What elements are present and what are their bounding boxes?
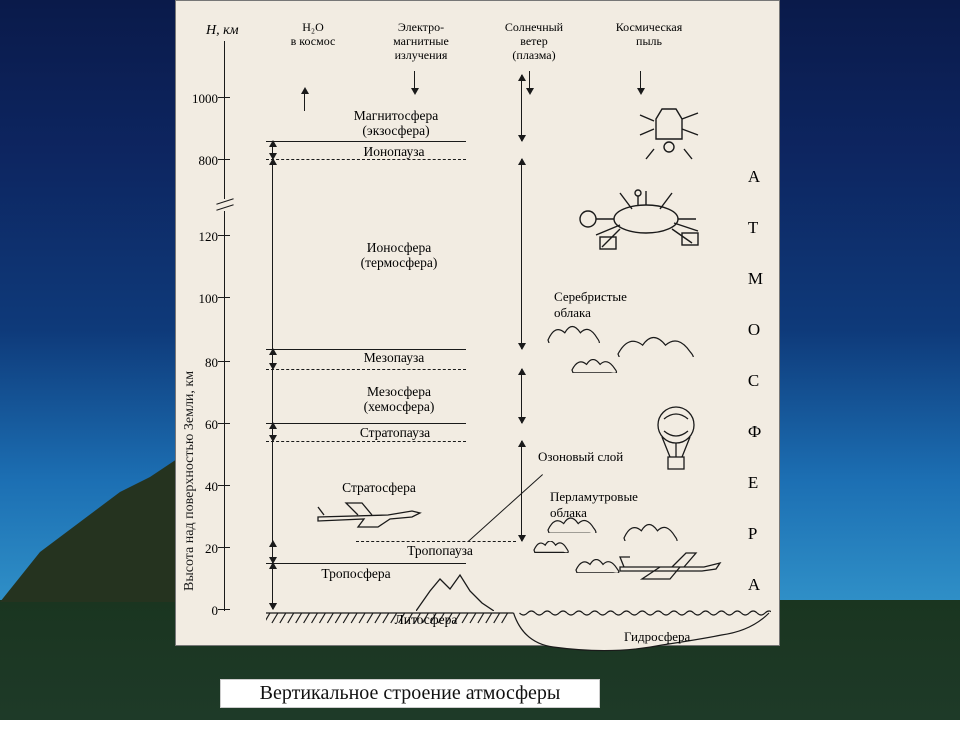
- cloud-icon: [532, 541, 572, 553]
- atmosphere-diagram: Н, км Высота над поверхностью Земли, км …: [175, 0, 780, 646]
- scale-line: [224, 41, 225, 611]
- vertical-letter: Е: [748, 473, 763, 493]
- caption: Вертикальное строение атмосферы: [220, 679, 600, 708]
- spacecraft-icon: [560, 183, 710, 255]
- range-arrow: [521, 75, 522, 141]
- cloud-icon: [622, 523, 684, 541]
- scale-number: 120: [182, 229, 218, 245]
- layer-boundary: [266, 441, 466, 442]
- scale-tick: [218, 235, 230, 236]
- layer-boundary: [266, 423, 466, 424]
- scale-tick: [218, 423, 230, 424]
- short-arrow: [272, 349, 273, 369]
- scale-number: 0: [182, 603, 218, 619]
- down-arrow: [529, 71, 530, 93]
- cloud-icon: [616, 335, 704, 357]
- extra-label: Серебристыеоблака: [554, 289, 704, 321]
- layer-label: Магнитосфера(экзосфера): [326, 109, 466, 139]
- vertical-letter: О: [748, 320, 763, 340]
- vertical-letter: А: [748, 575, 763, 595]
- ozone-connector: [468, 474, 543, 542]
- short-arrow: [272, 423, 273, 441]
- scale-break: [216, 199, 234, 211]
- scale-tick: [218, 547, 230, 548]
- layer-label: Стратосфера: [314, 481, 444, 496]
- axis-unit-label: Н, км: [206, 23, 239, 39]
- short-arrow: [272, 141, 273, 159]
- layer-label: Мезопауза: [334, 351, 454, 366]
- col-wind: Солнечныйветер(плазма): [484, 21, 584, 71]
- short-arrow: [272, 563, 273, 609]
- cloud-icon: [546, 517, 602, 533]
- satellite-icon: [632, 101, 704, 163]
- vertical-letter: Т: [748, 218, 763, 238]
- scale-tick: [218, 609, 230, 610]
- col-dust: Космическаяпыль: [594, 21, 704, 71]
- col-h2o: H₂Oв космос: [268, 21, 358, 71]
- vertical-letter: М: [748, 269, 763, 289]
- col-em: Электро-магнитныеизлучения: [366, 21, 476, 71]
- down-arrow: [414, 71, 415, 93]
- scale-number: 800: [182, 153, 218, 169]
- layer-boundary: [266, 369, 466, 370]
- layer-boundary: [356, 541, 516, 542]
- airliner-icon: [616, 547, 726, 581]
- scale-number: 100: [182, 291, 218, 307]
- cloud-icon: [570, 359, 622, 373]
- scale-number: 80: [182, 355, 218, 371]
- layer-label: Тропосфера: [296, 567, 416, 582]
- layer-boundary: [266, 141, 466, 142]
- scale-tick: [218, 361, 230, 362]
- layer-boundary: [266, 563, 466, 564]
- ground-cross-section: [266, 609, 771, 729]
- scale-tick: [218, 159, 230, 160]
- scale-number: 40: [182, 479, 218, 495]
- layer-label: Ионопауза: [334, 145, 454, 160]
- layer-label: Тропопауза: [380, 544, 500, 559]
- vertical-word: А Т М О С Ф Е Р А: [748, 167, 763, 595]
- cloud-icon: [574, 559, 624, 573]
- scale-number: 1000: [182, 91, 218, 107]
- range-arrow: [521, 159, 522, 349]
- scale-number: 20: [182, 541, 218, 557]
- cloud-icon: [546, 325, 606, 343]
- lithosphere-mountain-icon: [416, 573, 494, 611]
- vertical-letter: Ф: [748, 422, 763, 442]
- vertical-letter: А: [748, 167, 763, 187]
- layer-label: Ионосфера(термосфера): [324, 241, 474, 271]
- extra-label: Гидросфера: [624, 629, 754, 645]
- scale-number: 60: [182, 417, 218, 433]
- layer-label: Стратопауза: [330, 426, 460, 441]
- down-arrow: [640, 71, 641, 93]
- vertical-letter: Р: [748, 524, 763, 544]
- layer-label: Мезосфера(хемосфера): [324, 385, 474, 415]
- scale-tick: [218, 297, 230, 298]
- layer-label: Литосфера: [366, 613, 486, 628]
- extra-label: Озоновый слой: [538, 449, 678, 465]
- chart-area: H₂Oв космос Электро-магнитныеизлучения С…: [236, 21, 771, 635]
- jet-icon: [312, 495, 422, 531]
- h2o-up-arrow: [304, 89, 305, 111]
- scale-tick: [218, 97, 230, 98]
- range-arrow: [521, 369, 522, 423]
- short-arrow: [272, 541, 273, 563]
- scale-tick: [218, 485, 230, 486]
- vertical-letter: С: [748, 371, 763, 391]
